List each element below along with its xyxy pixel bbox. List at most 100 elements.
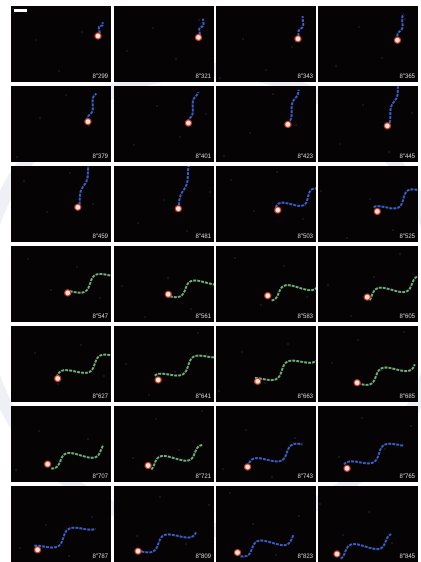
head [374,208,380,214]
frame: 8"321 [114,6,214,82]
speck [347,238,348,239]
speck [39,431,40,432]
micrograph [216,246,316,322]
filament [370,276,418,300]
page: 8"2998"3218"3438"3658"3798"4018"4238"445… [0,0,421,561]
speck [219,391,220,392]
timestamp: 8"583 [298,314,313,321]
frame: 8"481 [114,166,214,242]
timestamp: 8"503 [298,234,313,241]
speck [277,172,278,173]
speck [35,353,36,354]
micrograph [114,6,214,82]
speck [58,384,59,385]
micrograph [11,86,111,162]
head [394,37,400,43]
speck [299,516,300,517]
speck [242,352,243,353]
speck [261,305,262,306]
frame: 8"365 [318,6,418,82]
speck [126,364,127,365]
head [255,378,261,384]
timestamp: 8"765 [400,474,415,481]
timestamp: 8"561 [196,314,211,321]
micrograph [216,166,316,242]
speck [307,297,308,298]
micrograph [318,246,418,322]
timestamp: 8"663 [298,394,313,401]
speck [295,438,296,439]
micrograph [11,326,111,402]
speck [303,219,304,220]
speck [209,505,210,506]
micrograph [114,86,214,162]
filament [66,274,111,293]
micrograph [11,246,111,322]
speck [160,497,161,498]
speck [198,333,199,334]
speck [358,340,359,341]
speck [220,78,221,79]
speck [100,298,101,299]
micrograph [216,86,316,162]
speck [82,32,83,33]
timestamp: 8"379 [93,154,108,161]
micrograph [11,6,111,82]
speck [253,524,254,525]
micrograph [318,86,418,162]
speck [20,548,21,549]
head [265,293,271,299]
speck [404,332,405,333]
speck [16,470,17,471]
micrograph [114,326,214,402]
speck [411,426,412,427]
speck [369,512,370,513]
micrograph [114,246,214,322]
timestamp: 8"299 [93,74,108,81]
speck [24,181,25,182]
timestamp: 8"685 [400,394,415,401]
head [364,294,370,300]
filament [155,356,214,376]
speck [292,47,293,48]
speck [157,106,158,107]
speck [385,449,386,450]
speck [62,462,63,463]
head [155,377,161,383]
frame: 8"809 [114,486,214,562]
filament [255,361,316,381]
micrograph [114,166,214,242]
timestamp: 8"721 [196,474,211,481]
frame: 8"445 [318,86,418,162]
filament [248,444,303,467]
micrograph [11,406,111,482]
frame: 8"641 [114,326,214,402]
speck [254,211,255,212]
micrograph [216,6,316,82]
speck [336,66,337,67]
speck [320,504,321,505]
filament [276,189,316,208]
speck [250,133,251,134]
head [165,291,171,297]
head [85,119,91,125]
speck [223,469,224,470]
speck [273,94,274,95]
frame: 8"845 [318,486,418,562]
frame: 8"663 [216,326,316,402]
speck [363,105,364,106]
timestamp: 8"809 [196,554,211,561]
timestamp: 8"641 [196,394,211,401]
filament [151,445,202,470]
filament [79,166,89,209]
speck [339,457,340,458]
filament [358,364,415,385]
speck [296,125,297,126]
speck [400,254,401,255]
speck [156,419,157,420]
speck [133,458,134,459]
head [245,464,251,470]
frame: 8"401 [114,86,214,162]
speck [28,259,29,260]
speck [17,157,18,158]
